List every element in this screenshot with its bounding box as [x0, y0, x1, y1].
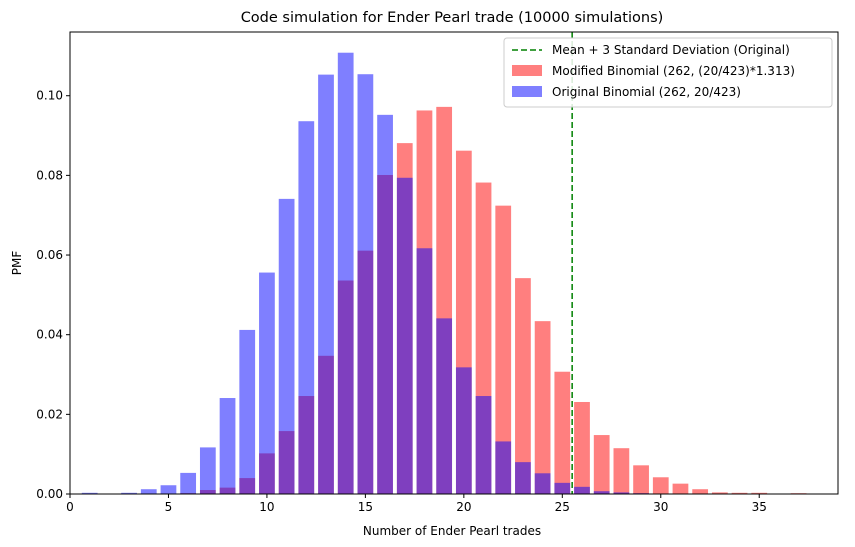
legend-box — [503, 37, 833, 108]
bar-series-1-x-25 — [554, 482, 571, 494]
bar-series-1-x-14 — [337, 52, 354, 494]
bar-series-1-x-18 — [416, 248, 433, 494]
bar-series-1-x-4 — [140, 489, 157, 494]
bar-series-0-x-22 — [495, 205, 512, 495]
bar-series-1-x-11 — [278, 198, 295, 495]
bar-series-0-x-29 — [633, 465, 649, 494]
bar-series-1-x-10 — [259, 272, 275, 494]
bar-series-1-x-20 — [455, 367, 472, 494]
bar-series-1-x-17 — [396, 177, 413, 494]
bar-series-0-x-26 — [574, 401, 590, 494]
x-axis-label: Number of Ender Pearl trades — [363, 524, 541, 538]
x-tick-label: 35 — [752, 500, 767, 514]
bar-series-1-x-3 — [121, 492, 137, 494]
bar-series-0-x-35 — [751, 492, 768, 494]
bar-series-0-x-32 — [692, 489, 709, 494]
bar-series-1-x-26 — [574, 486, 590, 494]
bar-series-0-x-34 — [731, 492, 748, 494]
bar-series-0-x-31 — [672, 483, 689, 494]
legend-swatch-series-0 — [512, 65, 542, 76]
bar-series-1-x-9 — [239, 329, 256, 494]
x-tick-label: 15 — [358, 500, 373, 514]
legend-swatch-series-1 — [512, 86, 542, 97]
bar-series-1-x-21 — [475, 396, 492, 494]
bar-series-1-x-1 — [81, 492, 98, 494]
bar-series-1-x-6 — [180, 472, 197, 494]
y-tick-label: 0.08 — [36, 168, 63, 182]
bar-series-0-x-30 — [652, 477, 669, 494]
bar-series-1-x-8 — [219, 398, 236, 494]
bar-series-1-x-15 — [357, 74, 374, 495]
bar-series-1-x-23 — [515, 462, 531, 494]
bar-series-1-x-12 — [298, 121, 315, 494]
bar-series-0-x-27 — [593, 435, 610, 494]
plot-frame — [69, 31, 839, 495]
y-axis-label: PMF — [10, 251, 24, 276]
bar-series-1-x-19 — [436, 318, 453, 494]
bar-series-0-x-24 — [534, 321, 551, 494]
x-tick-label: 0 — [66, 500, 74, 514]
bar-series-1-x-24 — [534, 473, 551, 494]
y-tick-label: 0.06 — [36, 248, 63, 262]
bar-series-0-x-28 — [613, 448, 630, 494]
bar-series-1-x-13 — [318, 74, 334, 495]
legend-label-series-0: Modified Binomial (262, (20/423)*1.313) — [552, 64, 795, 78]
legend-label-reference-line: Mean + 3 Standard Deviation (Original) — [552, 43, 790, 57]
bar-series-0-x-23 — [515, 278, 531, 494]
y-tick-label: 0.00 — [36, 487, 63, 501]
legend: Mean + 3 Standard Deviation (Original) Mo… — [503, 37, 833, 108]
bar-series-0-x-25 — [554, 371, 571, 494]
y-tick-label: 0.02 — [36, 407, 63, 421]
bar-series-0-x-33 — [711, 492, 728, 494]
bar-series-1-x-5 — [160, 485, 177, 494]
legend-label-series-1: Original Binomial (262, 20/423) — [552, 85, 741, 99]
bar-series-1-x-22 — [495, 441, 512, 494]
x-tick-label: 25 — [555, 500, 570, 514]
y-tick-label: 0.04 — [36, 328, 63, 342]
chart-title: Code simulation for Ender Pearl trade (1… — [241, 10, 664, 26]
x-tick-label: 20 — [456, 500, 471, 514]
x-tick-label: 10 — [259, 500, 274, 514]
bar-series-1-x-16 — [377, 114, 393, 495]
y-tick-label: 0.10 — [36, 89, 63, 103]
tick-layer: 0 5 10 15 20 25 30 35 0.00 0.02 0.04 0.06 0.08 0.10 — [36, 89, 767, 514]
bar-series-1-x-27 — [593, 491, 610, 494]
bar-series-1-x-7 — [199, 447, 216, 494]
x-tick-label: 30 — [653, 500, 668, 514]
axes — [69, 31, 839, 495]
x-tick-label: 5 — [165, 500, 173, 514]
bar-series-1-x-28 — [613, 492, 630, 494]
bar-layer — [81, 52, 807, 495]
